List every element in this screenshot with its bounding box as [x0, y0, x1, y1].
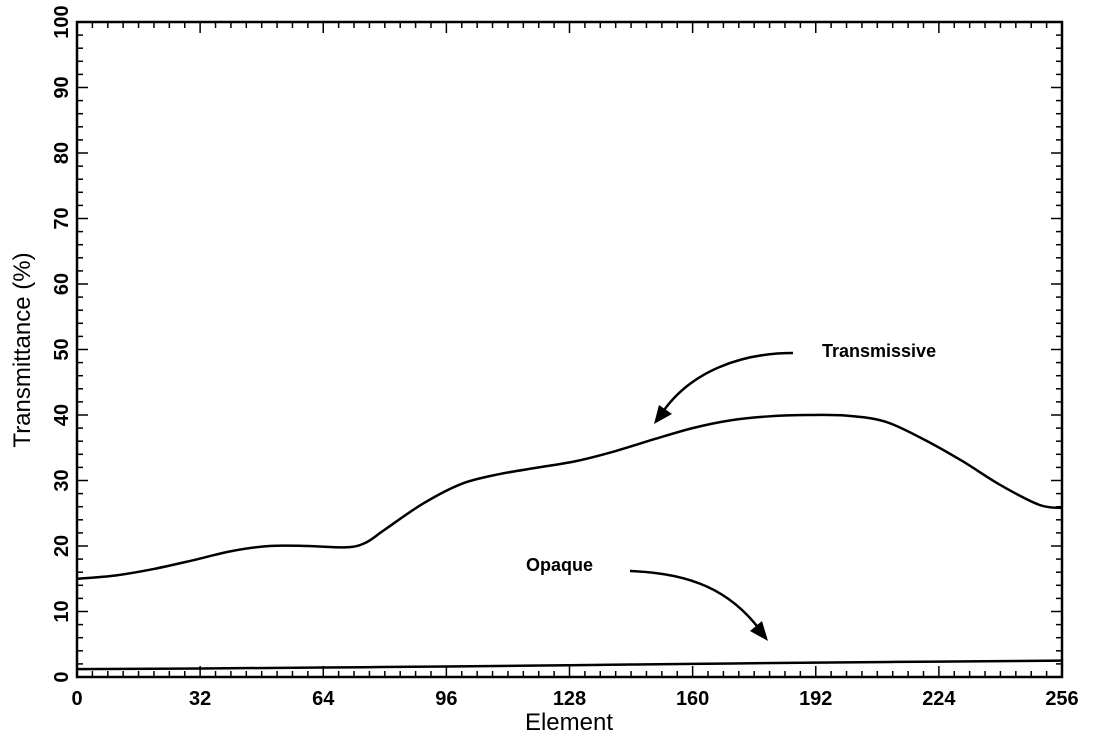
x-tick-label: 64 [312, 688, 335, 710]
y-tick-label: 50 [51, 338, 73, 360]
annotation-opaque-arrowhead [750, 621, 768, 641]
y-tick-label: 40 [51, 404, 73, 426]
series-opaque-line [76, 659, 1063, 671]
y-tick-label: 30 [51, 469, 73, 491]
annotation-transmissive-arrowhead [654, 405, 672, 424]
y-tick-label: 70 [51, 207, 73, 229]
y-tick-label: 100 [51, 5, 73, 38]
y-axis-title: Transmittance (%) [9, 252, 36, 447]
y-tick-label: 0 [51, 671, 73, 682]
y-tick-label: 80 [51, 142, 73, 164]
x-axis-title: Element [525, 709, 613, 736]
x-tick-label: 256 [1045, 688, 1078, 710]
annotation-opaque-label: Opaque [526, 555, 593, 575]
x-tick-label: 32 [189, 688, 211, 710]
y-tick-label: 20 [51, 535, 73, 557]
annotation-opaque-arrow [629, 569, 761, 631]
y-tick-label: 90 [51, 76, 73, 98]
x-tick-label: 0 [71, 688, 82, 710]
x-tick-label: 96 [435, 688, 457, 710]
x-tick-label: 224 [922, 688, 956, 710]
y-tick-label: 10 [51, 600, 73, 622]
x-tick-label: 160 [676, 688, 709, 710]
x-tick-label: 192 [799, 688, 832, 710]
x-tick-label: 128 [553, 688, 586, 710]
tick-labels: 0 32 64 96 128 160 192 224 256 0 10 20 30 40 50 60 70 80 9… [51, 5, 1079, 710]
annotation-transmissive-label: Transmissive [822, 341, 936, 361]
series-lines [76, 413, 1063, 671]
y-tick-label: 60 [51, 273, 73, 295]
axis-ticks [76, 21, 1063, 678]
series-transmissive-line [76, 413, 1063, 580]
annotation-transmissive-arrow [660, 351, 794, 414]
